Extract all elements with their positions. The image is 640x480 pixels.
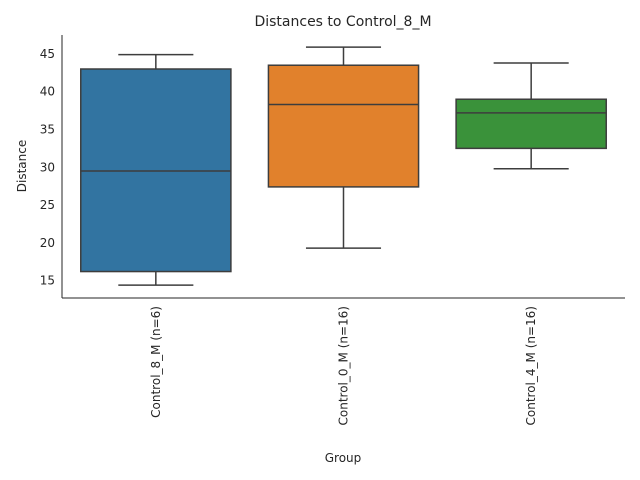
- box-iqr: [80, 68, 232, 273]
- y-tick-label: 20: [40, 236, 55, 250]
- x-tick-label: Control_0_M (n=16): [337, 306, 351, 425]
- x-tick-label: Control_4_M (n=16): [524, 306, 538, 425]
- y-tick-label: 45: [40, 47, 55, 61]
- box-group: [267, 46, 420, 249]
- box-iqr: [267, 64, 420, 188]
- chart-title: Distances to Control_8_M: [254, 14, 431, 30]
- box-group: [455, 62, 607, 170]
- box-group: [80, 53, 232, 286]
- y-axis-ticks: 15 20 25 30 35 40 45: [40, 47, 55, 288]
- x-axis-ticks: Control_8_M (n=6) Control_0_M (n=16) Contr…: [149, 306, 538, 425]
- x-axis-label: Group: [325, 451, 362, 465]
- y-tick-label: 40: [40, 85, 55, 99]
- y-tick-label: 30: [40, 160, 55, 174]
- box-iqr: [455, 98, 607, 150]
- plot-area: [80, 46, 607, 286]
- y-axis-label: Distance: [15, 140, 29, 192]
- y-tick-label: 15: [40, 274, 55, 288]
- y-tick-label: 25: [40, 198, 55, 212]
- x-tick-label: Control_8_M (n=6): [149, 306, 163, 418]
- y-tick-label: 35: [40, 122, 55, 136]
